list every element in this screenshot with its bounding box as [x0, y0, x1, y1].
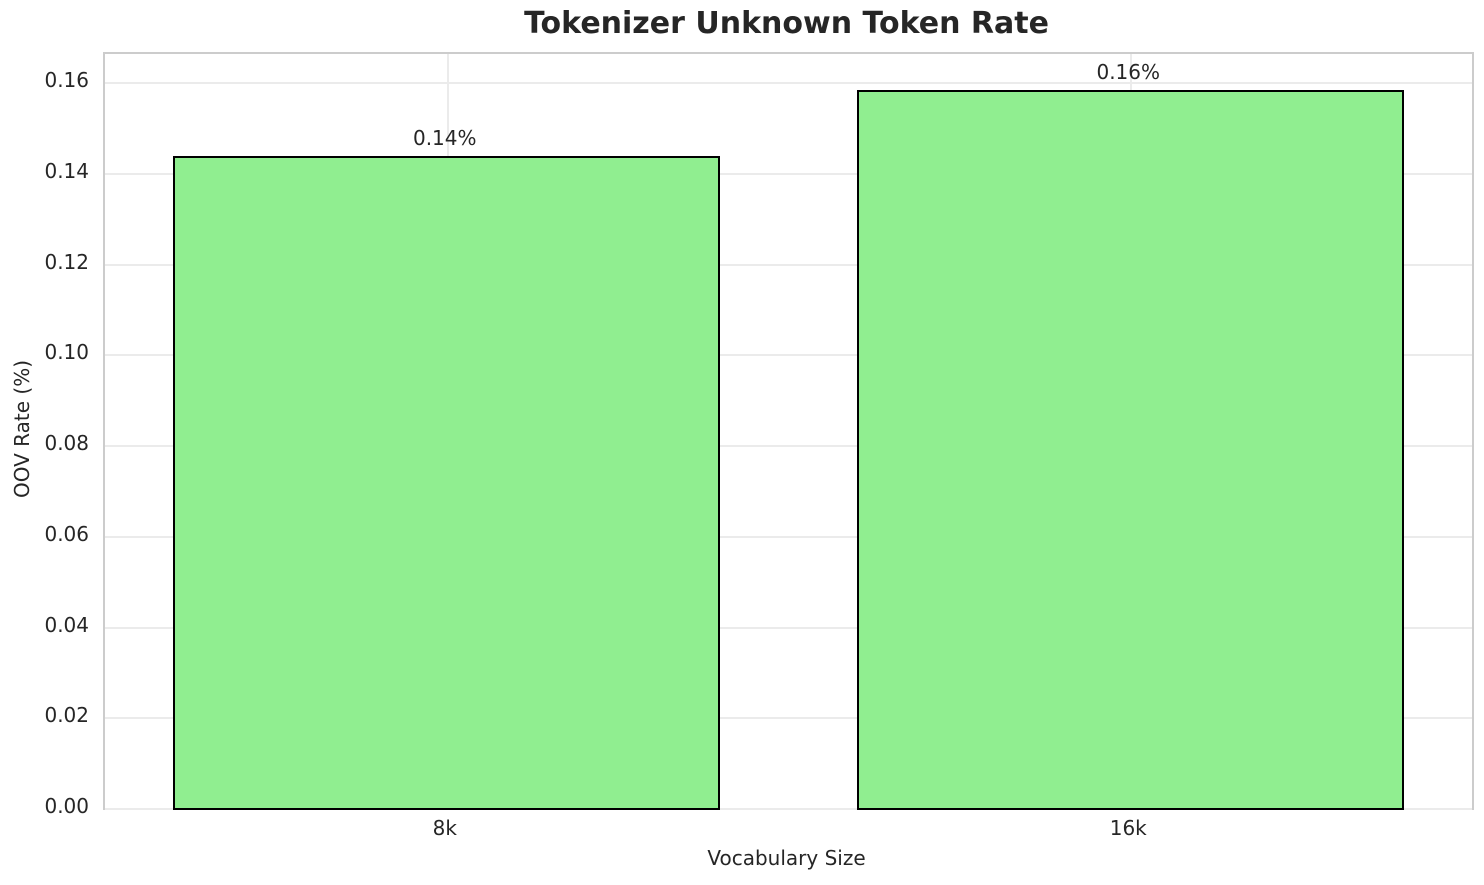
h-gridline	[105, 354, 1472, 357]
y-tick-label: 0.00	[44, 794, 89, 818]
x-axis-title: Vocabulary Size	[707, 846, 866, 870]
h-gridline	[105, 82, 1472, 85]
bar-16k	[856, 90, 1404, 810]
y-tick-label: 0.02	[44, 703, 89, 728]
h-gridline	[105, 445, 1472, 448]
h-gridline	[105, 535, 1472, 538]
plot-area	[103, 52, 1474, 810]
y-tick-label: 0.10	[44, 340, 89, 365]
y-tick-label: 0.16	[44, 68, 89, 93]
h-gridline	[105, 808, 1472, 810]
y-tick-label: 0.06	[44, 521, 89, 546]
y-tick-label: 0.14	[44, 158, 89, 183]
bar-value-label: 0.14%	[412, 126, 477, 151]
y-tick-label: 0.04	[44, 612, 89, 637]
h-gridline	[105, 717, 1472, 720]
bar-8k	[173, 156, 721, 810]
chart-title: Tokenizer Unknown Token Rate	[524, 6, 1049, 41]
x-tick-label: 8k	[432, 816, 457, 840]
y-tick-label: 0.08	[44, 431, 89, 456]
h-gridline	[105, 172, 1472, 175]
y-axis-title: OOV Rate (%)	[10, 360, 34, 498]
h-gridline	[105, 626, 1472, 629]
y-tick-label: 0.12	[44, 249, 89, 274]
bar-value-label: 0.16%	[1096, 60, 1161, 85]
h-gridline	[105, 263, 1472, 266]
x-tick-label: 16k	[1109, 816, 1147, 840]
